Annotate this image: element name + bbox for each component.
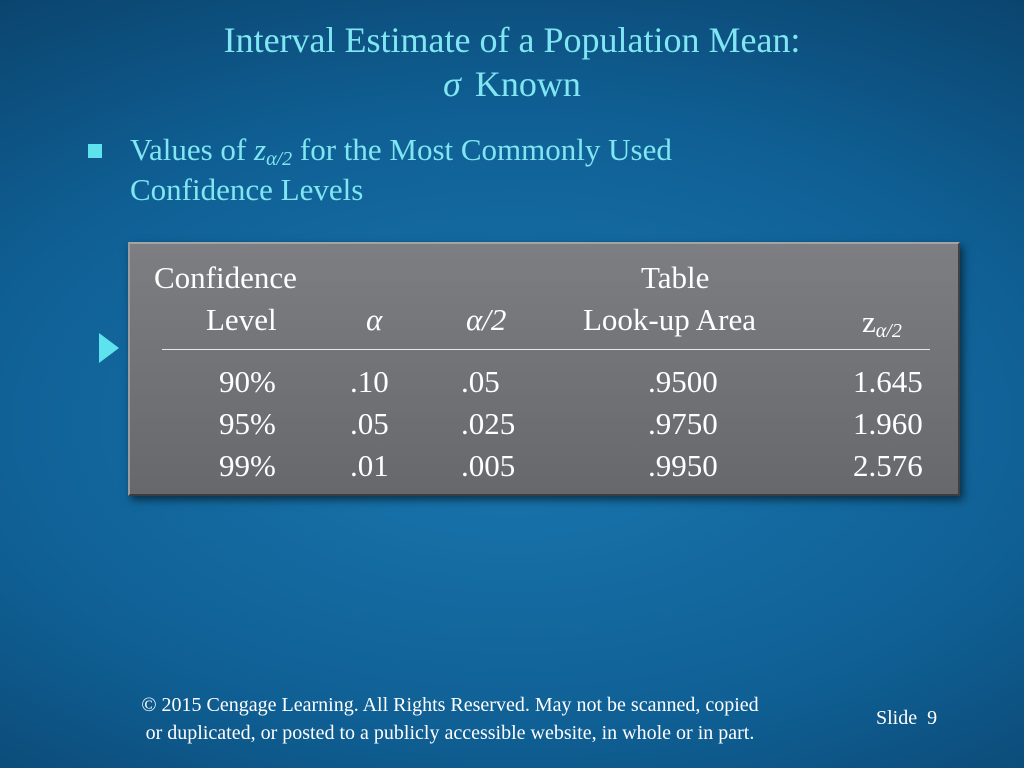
bullet-text: Values of zα/2 for the Most Commonly Use…: [130, 130, 870, 210]
row-2-level: 95%: [219, 406, 276, 441]
header-confidence: Confidence: [154, 260, 297, 295]
bullet-z: z: [253, 132, 267, 167]
header-alpha: α: [366, 300, 382, 340]
header-lookup-area: Look-up Area: [583, 302, 757, 337]
bullet-pre: Values of: [130, 132, 254, 167]
row-1-half-alpha: .05: [461, 364, 500, 399]
header-alpha-symbol: α: [366, 302, 383, 337]
slide-number-value: 9: [927, 707, 938, 729]
row-1-alpha: .10: [350, 364, 389, 399]
footer-line-2: or duplicated, or posted to a publicly a…: [145, 722, 755, 744]
row-1-area: .9500: [648, 364, 718, 399]
header-level: Level: [206, 302, 277, 337]
triangle-arrow-icon: [99, 333, 119, 363]
row-3-area: .9950: [648, 448, 718, 483]
row-2-area: .9750: [648, 406, 718, 441]
copyright-footer: © 2015 Cengage Learning. All Rights Rese…: [70, 691, 830, 747]
title-line-2: σ Known: [0, 62, 1024, 106]
bullet-post: for the Most Commonly Used: [292, 132, 672, 167]
header-half-alpha: α/2: [466, 300, 506, 340]
row-2-alpha: .05: [350, 406, 389, 441]
row-1-level: 90%: [219, 364, 276, 399]
footer-line-1: © 2015 Cengage Learning. All Rights Rese…: [141, 694, 759, 716]
bullet-line-2: Confidence Levels: [130, 172, 364, 207]
header-table: Table: [641, 260, 710, 295]
header-z-sub: α/2: [875, 320, 902, 342]
row-1-z: 1.645: [853, 364, 923, 399]
row-3-half-alpha: .005: [461, 448, 516, 483]
header-z: zα/2: [862, 302, 902, 342]
row-3-z: 2.576: [853, 448, 923, 483]
sigma-symbol: σ: [443, 64, 461, 104]
slide-title: Interval Estimate of a Population Mean: …: [0, 18, 1024, 106]
title-line-1: Interval Estimate of a Population Mean:: [223, 20, 801, 60]
bullet-z-sub: α/2: [266, 148, 293, 170]
header-half-alpha-symbol: α/2: [466, 302, 507, 337]
header-z-letter: z: [862, 304, 876, 339]
z-value-table-panel: [128, 242, 960, 496]
slide-label: Slide: [876, 707, 918, 729]
row-2-half-alpha: .025: [461, 406, 516, 441]
title-known: Known: [474, 64, 581, 104]
row-3-alpha: .01: [350, 448, 389, 483]
square-bullet-icon: [88, 144, 102, 158]
row-2-z: 1.960: [853, 406, 923, 441]
slide-number: Slide 9: [876, 704, 937, 732]
row-3-level: 99%: [219, 448, 276, 483]
header-divider: [162, 349, 930, 350]
